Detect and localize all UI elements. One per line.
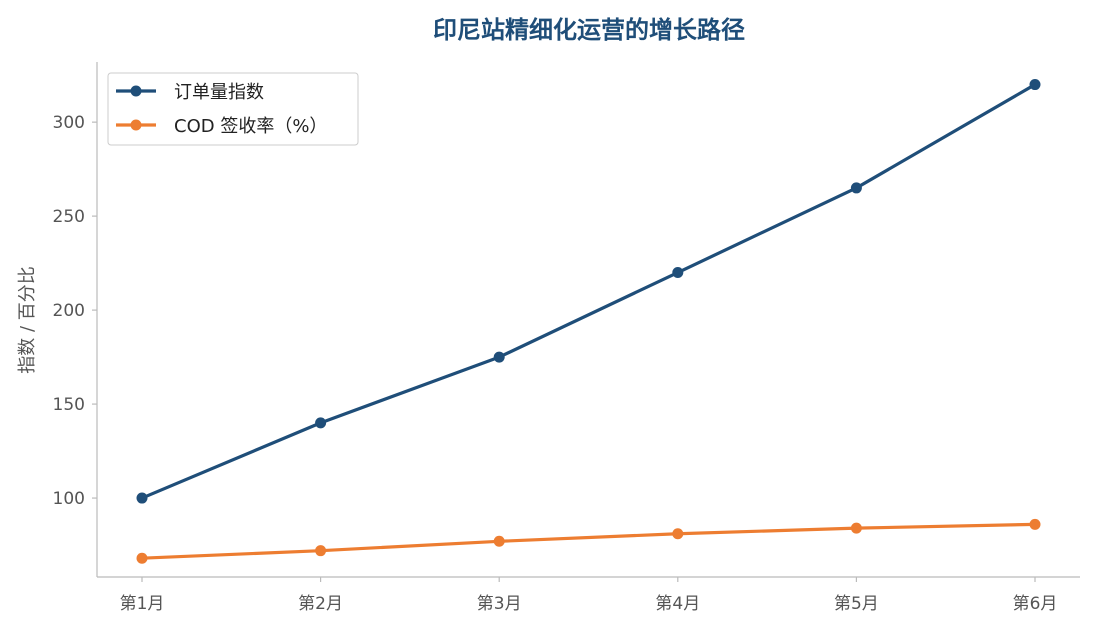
legend-label: COD 签收率（%） xyxy=(174,116,327,137)
series-2 xyxy=(136,518,1041,564)
legend: 订单量指数 COD 签收率（%） xyxy=(107,72,359,146)
axes xyxy=(96,62,1080,578)
y-tick-label: 300 xyxy=(53,113,85,133)
data-point xyxy=(493,535,505,547)
data-point xyxy=(315,545,327,557)
x-tick-label: 第5月 xyxy=(834,594,879,614)
data-point xyxy=(1029,518,1041,530)
data-point xyxy=(850,182,862,194)
x-tick-label: 第4月 xyxy=(655,594,700,614)
x-tick-label: 第2月 xyxy=(298,594,343,614)
data-point xyxy=(493,351,505,363)
y-axis-label: 指数 / 百分比 xyxy=(17,266,38,374)
legend-label: 订单量指数 xyxy=(174,82,264,103)
data-point xyxy=(850,522,862,534)
y-tick-label: 250 xyxy=(53,207,85,227)
legend-item: COD 签收率（%） xyxy=(116,116,327,137)
data-point xyxy=(136,552,148,564)
y-tick-label: 150 xyxy=(53,395,85,415)
y-tick-label: 200 xyxy=(53,301,85,321)
data-point xyxy=(672,267,684,279)
data-point xyxy=(315,417,327,429)
chart-title: 印尼站精细化运营的增长路径 xyxy=(433,16,745,44)
series-line xyxy=(141,83,1036,500)
legend-item: 订单量指数 xyxy=(116,82,264,103)
legend-marker xyxy=(130,119,142,131)
legend-box xyxy=(107,72,359,146)
series-1 xyxy=(136,79,1041,504)
data-point xyxy=(1029,79,1041,91)
series-line xyxy=(141,522,1036,560)
data-point xyxy=(672,528,684,540)
legend-marker xyxy=(130,85,142,97)
x-tick-label: 第1月 xyxy=(120,594,165,614)
y-tick-label: 100 xyxy=(53,489,85,509)
data-point xyxy=(136,492,148,504)
ticks: 100 150 200 250 300 第1月 第2月 第3月 第4月 第5月 第6月 xyxy=(53,113,1058,614)
series-layer xyxy=(136,79,1041,564)
x-tick-label: 第3月 xyxy=(477,594,522,614)
x-tick-label: 第6月 xyxy=(1013,594,1058,614)
